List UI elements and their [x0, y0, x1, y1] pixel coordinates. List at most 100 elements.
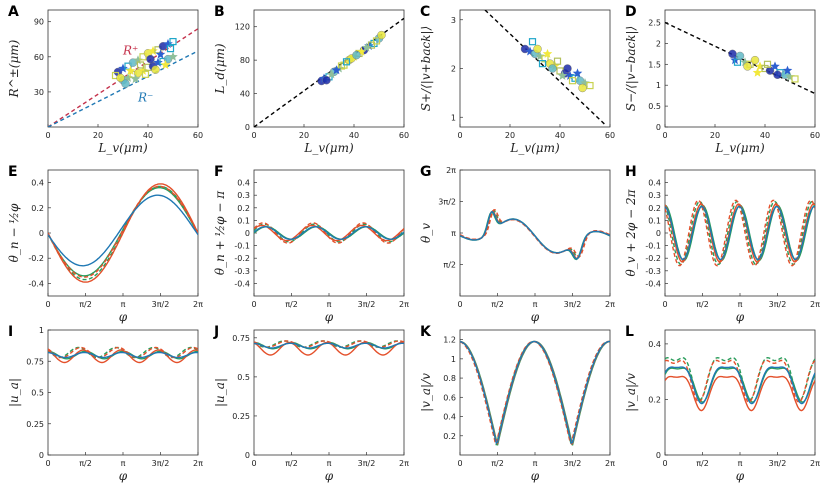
y-tick-label: 60: [34, 53, 44, 62]
y-tick-label: 1: [39, 326, 44, 335]
y-axis-label: |v_a|/v: [419, 373, 433, 412]
y-tick-label: 1: [451, 113, 456, 122]
x-tick-label: 60: [399, 131, 409, 140]
data-point: [580, 78, 590, 88]
x-axis-label: φ: [119, 310, 128, 324]
axes-frame: [459, 329, 611, 456]
y-tick-label: -0.1: [645, 242, 661, 251]
series-line: [48, 194, 198, 267]
data-point: [750, 55, 760, 65]
y-axis-label: |u_a|: [7, 378, 21, 407]
y-tick-label: 0.5: [237, 373, 250, 382]
x-tick-label: 3π/2: [152, 459, 170, 468]
y-tick-label: 0.25: [26, 420, 44, 429]
plot-area: [665, 199, 815, 267]
y-tick-label: 0.2: [237, 204, 250, 213]
data-point: [740, 57, 750, 67]
y-axis-label: θ_n + ½φ − π: [213, 190, 227, 275]
data-point: [752, 67, 763, 77]
series-line: [460, 340, 610, 446]
y-tick-label: -0.4: [28, 279, 44, 288]
x-axis-label: φ: [531, 469, 540, 483]
data-point: [755, 61, 765, 71]
data-point: [568, 77, 577, 85]
panel-letter: J: [213, 324, 219, 340]
panel-I: I 0 π/2 π 3π/2 2π 0 0.25 0.5 0.75 1 φ |u_a|: [7, 324, 203, 483]
x-tick-label: 40: [555, 131, 565, 140]
data-point: [141, 70, 150, 78]
y-tick-label: 1.5: [648, 60, 661, 69]
series-line: [460, 340, 610, 446]
x-axis-label: L_v(μm): [303, 141, 354, 155]
x-tick-label: 0: [45, 300, 50, 309]
x-tick-label: 0: [457, 300, 462, 309]
data-point: [538, 60, 547, 68]
data-point: [782, 65, 793, 75]
x-tick-label: π/2: [696, 459, 709, 468]
x-tick-label: 0: [45, 459, 50, 468]
x-tick-label: 2π: [810, 459, 820, 468]
x-tick-label: π/2: [491, 459, 504, 468]
y-axis-label: L_d(μm): [213, 43, 227, 95]
y-tick-label: 0: [245, 123, 250, 132]
y-tick-label: 80: [240, 56, 250, 65]
panel-F: F 0 π/2 π 3π/2 2π -0.4 -0.3 -0.2 -0.1 0 0.1 0.2 0.3 0.…: [213, 164, 409, 324]
y-tick-label: 0.4: [443, 413, 456, 422]
x-tick-label: π: [327, 300, 332, 309]
panel-D: D 0 20 40 60 0 0.5 1 1.5 2 2.5 L_v(μm) S−/⟨|v−back|⟩: [624, 4, 820, 155]
x-tick-label: 3π/2: [564, 300, 582, 309]
panel-letter: D: [625, 4, 637, 20]
y-tick-label: 0.3: [648, 191, 661, 200]
series-line: [48, 186, 198, 277]
data-point: [557, 70, 568, 80]
y-tick-label: 2: [656, 39, 661, 48]
series-line: [460, 340, 610, 445]
data-point: [116, 73, 125, 83]
y-tick-label: 0.2: [443, 432, 456, 441]
panel-H: H 0 π/2 π 3π/2 2π -0.4 -0.3 -0.2 -0.1 0 0.1 0.2 0.3 0.…: [624, 164, 820, 324]
panel-E: E 0 π/2 π 3π/2 2π -0.4 -0.2 0 0.2 0.4 φ θ_n − ½φ: [7, 164, 203, 324]
y-tick-label: 0.1: [237, 216, 250, 225]
x-axis-label: φ: [736, 310, 745, 324]
data-point: [121, 79, 130, 88]
panel-letter: C: [420, 4, 430, 20]
data-point: [785, 71, 795, 81]
plot-area: [48, 183, 198, 283]
x-tick-label: 60: [605, 131, 615, 140]
plot-area: [665, 356, 815, 412]
panel-K: K 0 π/2 π 3π/2 2π 0.2 0.4 0.6 0.8 1 1.2 φ |v_a|/v: [419, 324, 615, 483]
annotation: R⁺: [122, 43, 138, 57]
axes-frame: [664, 169, 816, 297]
data-point: [130, 74, 141, 84]
series-line: [48, 183, 198, 283]
y-tick-label: 3: [451, 16, 456, 25]
data-point: [542, 48, 553, 58]
y-tick-label: 0: [39, 229, 44, 238]
data-point: [565, 70, 575, 80]
data-point: [578, 83, 587, 93]
y-axis-label: θ_n − ½φ: [7, 203, 21, 262]
y-tick-label: 0: [245, 451, 250, 460]
x-tick-label: π/2: [285, 300, 298, 309]
x-tick-label: 3π/2: [358, 459, 376, 468]
data-point: [168, 51, 178, 61]
axes-frame: [664, 9, 816, 128]
series-line: [665, 205, 815, 261]
y-axis-label: |v_a|/v: [624, 373, 638, 412]
x-tick-label: 2π: [605, 459, 615, 468]
plot-area: [460, 340, 610, 446]
y-tick-label: 0.5: [648, 102, 661, 111]
series-line: [254, 225, 404, 241]
y-tick-label: 0.3: [237, 191, 250, 200]
data-point: [138, 65, 148, 75]
x-tick-label: 40: [349, 131, 359, 140]
y-tick-label: 0: [245, 229, 250, 238]
x-tick-label: 2π: [399, 459, 409, 468]
x-tick-label: 2π: [193, 459, 203, 468]
x-tick-label: 3π/2: [152, 300, 170, 309]
series-line: [48, 349, 198, 364]
fit-line: [484, 10, 606, 126]
data-point: [533, 44, 542, 54]
y-tick-label: -0.2: [234, 254, 250, 263]
y-tick-label: -0.1: [234, 242, 250, 251]
